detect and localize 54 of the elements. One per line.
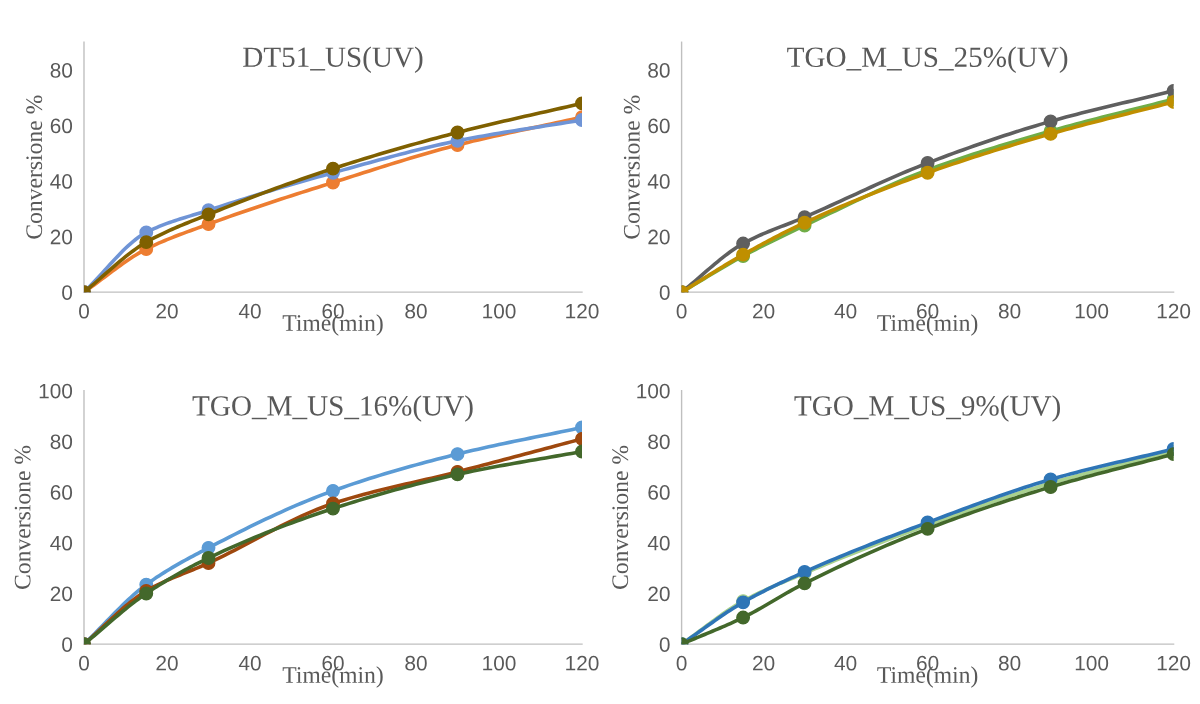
y-tick-label: 80 (648, 434, 670, 450)
y-tick-label: 0 (659, 285, 670, 300)
x-tick-label: 40 (834, 303, 857, 319)
x-tick-label: 0 (79, 303, 89, 319)
x-tick-label: 100 (483, 303, 516, 319)
chart-title: TGO_M_US_9%(UV) (794, 395, 1060, 422)
x-tick-label: 20 (156, 655, 178, 671)
x-tick-label: 80 (405, 303, 427, 319)
x-tick-label: 40 (238, 655, 261, 671)
y-tick-label: 20 (648, 586, 670, 602)
x-tick-label: 120 (1157, 303, 1191, 319)
y-tick-label: 100 (637, 383, 670, 399)
x-tick-label: 80 (405, 655, 427, 671)
chart-title: TGO_M_US_25%(UV) (787, 46, 1068, 73)
chart-title: DT51_US(UV) (243, 46, 423, 73)
y-tick-label: 0 (659, 637, 670, 652)
x-tick-label: 40 (238, 303, 261, 319)
y-axis-title: Conversione % (26, 95, 43, 239)
y-tick-label: 40 (647, 535, 670, 551)
y-axis-title: Conversione % (612, 445, 629, 589)
y-tick-label: 100 (39, 383, 73, 399)
x-tick-label: 0 (79, 655, 89, 671)
y-tick-label: 20 (648, 229, 670, 245)
x-tick-label: 100 (483, 655, 516, 671)
y-tick-label: 40 (50, 535, 73, 551)
y-tick-label: 80 (648, 63, 670, 78)
x-tick-label: 0 (676, 655, 687, 671)
y-axis-title: Conversione % (623, 95, 640, 239)
x-tick-label: 80 (998, 303, 1021, 319)
y-tick-label: 40 (647, 174, 670, 189)
y-tick-label: 40 (50, 174, 73, 189)
y-tick-label: 60 (50, 118, 73, 134)
y-tick-label: 20 (50, 586, 73, 602)
x-tick-label: 80 (998, 655, 1021, 671)
y-tick-label: 0 (62, 637, 73, 652)
x-tick-label: 20 (753, 303, 775, 319)
x-tick-label: 40 (834, 655, 857, 671)
x-tick-label: 120 (566, 303, 599, 319)
y-tick-label: 80 (50, 434, 73, 450)
x-tick-label: 20 (156, 303, 178, 319)
x-tick-label: 100 (1075, 303, 1109, 319)
y-tick-label: 20 (50, 229, 73, 245)
x-tick-label: 100 (1075, 655, 1109, 671)
y-tick-label: 60 (50, 485, 73, 500)
y-tick-label: 60 (648, 118, 670, 134)
x-tick-label: 120 (566, 655, 599, 671)
y-tick-label: 0 (62, 285, 73, 300)
x-tick-label: 120 (1157, 655, 1191, 671)
y-tick-label: 80 (50, 63, 73, 78)
chart-title: TGO_M_US_16%(UV) (192, 395, 473, 422)
x-tick-label: 0 (676, 303, 687, 319)
x-tick-label: 20 (753, 655, 775, 671)
y-axis-title: Conversione % (14, 445, 31, 589)
y-tick-label: 60 (648, 485, 670, 500)
